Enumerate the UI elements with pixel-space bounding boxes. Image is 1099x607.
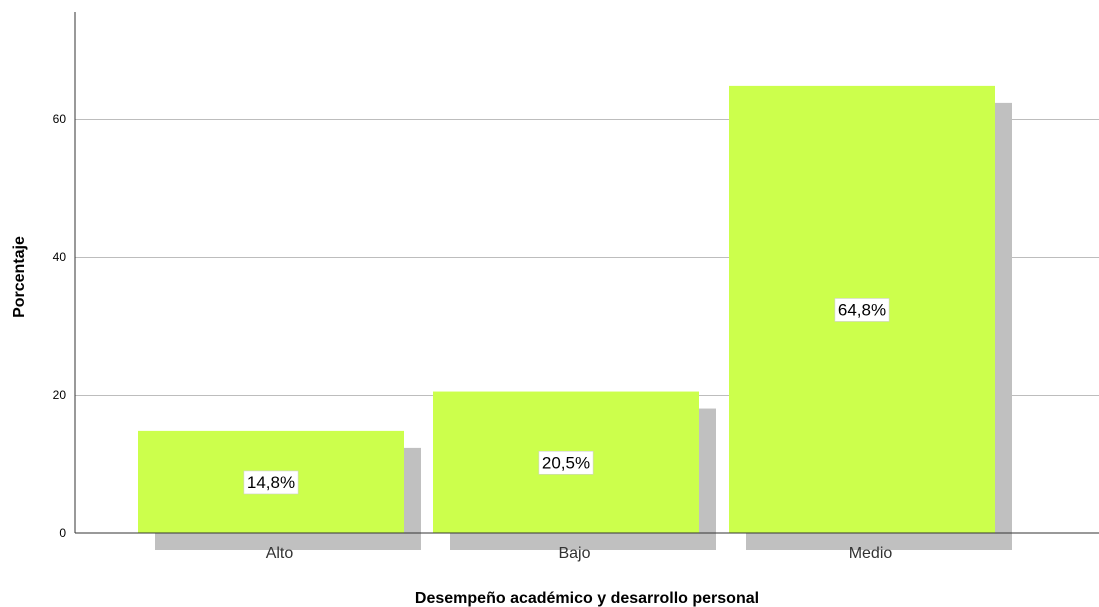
data-labels: 14,8% 20,5% 64,8% (243, 298, 890, 495)
y-tick-label: 40 (53, 250, 67, 264)
data-label-medio: 64,8% (834, 298, 890, 322)
data-label-alto: 14,8% (243, 470, 299, 495)
y-tick-label: 0 (59, 526, 66, 540)
y-tick-label: 60 (53, 112, 67, 126)
x-category-label-medio: Medio (849, 545, 893, 562)
data-label-bajo: 20,5% (538, 450, 594, 475)
y-axis-title: Porcentaje (11, 236, 28, 318)
axes (74, 12, 1099, 534)
data-label-text: 64,8% (838, 300, 886, 319)
data-label-text: 14,8% (247, 473, 295, 492)
x-category-labels: Alto Bajo Medio (266, 545, 893, 562)
data-label-box (243, 470, 299, 495)
data-label-text: 20,5% (542, 453, 590, 472)
data-label-box (538, 450, 594, 475)
x-category-label-bajo: Bajo (558, 545, 590, 562)
data-label-box (834, 298, 890, 322)
y-tick-labels: 0 20 40 60 (53, 112, 67, 540)
x-category-label-alto: Alto (266, 545, 294, 562)
y-tick-label: 20 (53, 388, 67, 402)
x-axis-title: Desempeño académico y desarrollo persona… (415, 590, 759, 607)
